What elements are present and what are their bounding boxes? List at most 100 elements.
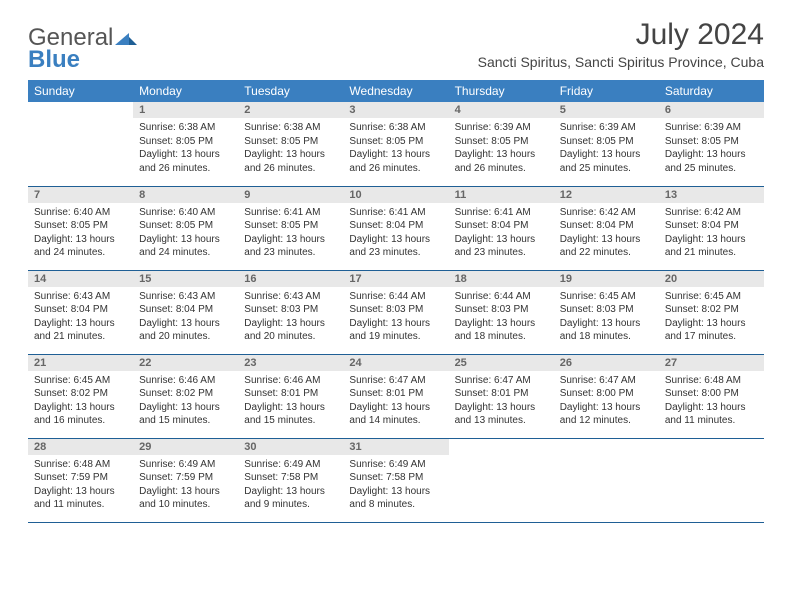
daylight-line: Daylight: 13 hours and 9 minutes.: [244, 485, 337, 512]
daylight-line: Daylight: 13 hours and 26 minutes.: [244, 148, 337, 175]
sunrise-line: Sunrise: 6:49 AM: [349, 458, 442, 472]
daylight-line: Daylight: 13 hours and 18 minutes.: [455, 317, 548, 344]
daylight-line: Daylight: 13 hours and 26 minutes.: [455, 148, 548, 175]
day-body: Sunrise: 6:43 AMSunset: 8:04 PMDaylight:…: [28, 287, 133, 348]
sunrise-line: Sunrise: 6:39 AM: [665, 121, 758, 135]
day-number: 24: [343, 355, 448, 371]
sunset-line: Sunset: 7:58 PM: [349, 471, 442, 485]
weekday-header: Wednesday: [343, 80, 448, 102]
daylight-line: Daylight: 13 hours and 18 minutes.: [560, 317, 653, 344]
day-number: 16: [238, 271, 343, 287]
daylight-line: Daylight: 13 hours and 21 minutes.: [34, 317, 127, 344]
daylight-line: Daylight: 13 hours and 23 minutes.: [455, 233, 548, 260]
day-number: 20: [659, 271, 764, 287]
day-body: Sunrise: 6:47 AMSunset: 8:01 PMDaylight:…: [449, 371, 554, 432]
daylight-line: Daylight: 13 hours and 11 minutes.: [665, 401, 758, 428]
day-number: 26: [554, 355, 659, 371]
daylight-line: Daylight: 13 hours and 21 minutes.: [665, 233, 758, 260]
sunset-line: Sunset: 8:05 PM: [34, 219, 127, 233]
day-body: Sunrise: 6:48 AMSunset: 7:59 PMDaylight:…: [28, 455, 133, 516]
calendar-cell: [449, 438, 554, 522]
day-number: 27: [659, 355, 764, 371]
sunrise-line: Sunrise: 6:40 AM: [139, 206, 232, 220]
daylight-line: Daylight: 13 hours and 13 minutes.: [455, 401, 548, 428]
day-body: Sunrise: 6:40 AMSunset: 8:05 PMDaylight:…: [28, 203, 133, 264]
daylight-line: Daylight: 13 hours and 8 minutes.: [349, 485, 442, 512]
sunrise-line: Sunrise: 6:43 AM: [34, 290, 127, 304]
day-number: 30: [238, 439, 343, 455]
sunrise-line: Sunrise: 6:48 AM: [665, 374, 758, 388]
daylight-line: Daylight: 13 hours and 23 minutes.: [244, 233, 337, 260]
sunset-line: Sunset: 8:05 PM: [139, 135, 232, 149]
sunrise-line: Sunrise: 6:46 AM: [139, 374, 232, 388]
calendar-cell: 18Sunrise: 6:44 AMSunset: 8:03 PMDayligh…: [449, 270, 554, 354]
day-number: 6: [659, 102, 764, 118]
daylight-line: Daylight: 13 hours and 26 minutes.: [349, 148, 442, 175]
day-number: 31: [343, 439, 448, 455]
calendar-cell: 20Sunrise: 6:45 AMSunset: 8:02 PMDayligh…: [659, 270, 764, 354]
day-body: Sunrise: 6:43 AMSunset: 8:03 PMDaylight:…: [238, 287, 343, 348]
day-number: 28: [28, 439, 133, 455]
sunset-line: Sunset: 8:01 PM: [349, 387, 442, 401]
sunset-line: Sunset: 8:02 PM: [34, 387, 127, 401]
day-body: Sunrise: 6:48 AMSunset: 8:00 PMDaylight:…: [659, 371, 764, 432]
day-body: Sunrise: 6:49 AMSunset: 7:58 PMDaylight:…: [343, 455, 448, 516]
calendar-row: 28Sunrise: 6:48 AMSunset: 7:59 PMDayligh…: [28, 438, 764, 522]
day-number: 9: [238, 187, 343, 203]
day-number: 8: [133, 187, 238, 203]
calendar-cell: [28, 102, 133, 186]
calendar-cell: 3Sunrise: 6:38 AMSunset: 8:05 PMDaylight…: [343, 102, 448, 186]
weekday-header: Thursday: [449, 80, 554, 102]
sunset-line: Sunset: 8:03 PM: [455, 303, 548, 317]
calendar-cell: 2Sunrise: 6:38 AMSunset: 8:05 PMDaylight…: [238, 102, 343, 186]
sunrise-line: Sunrise: 6:44 AM: [349, 290, 442, 304]
calendar-cell: 9Sunrise: 6:41 AMSunset: 8:05 PMDaylight…: [238, 186, 343, 270]
sunset-line: Sunset: 8:05 PM: [139, 219, 232, 233]
daylight-line: Daylight: 13 hours and 25 minutes.: [560, 148, 653, 175]
day-body: Sunrise: 6:43 AMSunset: 8:04 PMDaylight:…: [133, 287, 238, 348]
sunrise-line: Sunrise: 6:42 AM: [560, 206, 653, 220]
sunrise-line: Sunrise: 6:44 AM: [455, 290, 548, 304]
daylight-line: Daylight: 13 hours and 19 minutes.: [349, 317, 442, 344]
daylight-line: Daylight: 13 hours and 11 minutes.: [34, 485, 127, 512]
sunset-line: Sunset: 8:04 PM: [139, 303, 232, 317]
day-body: Sunrise: 6:42 AMSunset: 8:04 PMDaylight:…: [659, 203, 764, 264]
sunset-line: Sunset: 7:59 PM: [139, 471, 232, 485]
calendar-cell: 4Sunrise: 6:39 AMSunset: 8:05 PMDaylight…: [449, 102, 554, 186]
day-body: Sunrise: 6:49 AMSunset: 7:59 PMDaylight:…: [133, 455, 238, 516]
day-number: 5: [554, 102, 659, 118]
sunrise-line: Sunrise: 6:38 AM: [244, 121, 337, 135]
daylight-line: Daylight: 13 hours and 24 minutes.: [139, 233, 232, 260]
sunrise-line: Sunrise: 6:49 AM: [139, 458, 232, 472]
daylight-line: Daylight: 13 hours and 14 minutes.: [349, 401, 442, 428]
sunset-line: Sunset: 8:03 PM: [349, 303, 442, 317]
day-body: Sunrise: 6:41 AMSunset: 8:04 PMDaylight:…: [449, 203, 554, 264]
daylight-line: Daylight: 13 hours and 15 minutes.: [139, 401, 232, 428]
calendar-cell: 25Sunrise: 6:47 AMSunset: 8:01 PMDayligh…: [449, 354, 554, 438]
sunset-line: Sunset: 8:05 PM: [665, 135, 758, 149]
day-body: Sunrise: 6:42 AMSunset: 8:04 PMDaylight:…: [554, 203, 659, 264]
sunset-line: Sunset: 8:00 PM: [665, 387, 758, 401]
sunset-line: Sunset: 8:02 PM: [139, 387, 232, 401]
calendar-table: SundayMondayTuesdayWednesdayThursdayFrid…: [28, 80, 764, 523]
weekday-header: Tuesday: [238, 80, 343, 102]
calendar-cell: 6Sunrise: 6:39 AMSunset: 8:05 PMDaylight…: [659, 102, 764, 186]
day-body: Sunrise: 6:41 AMSunset: 8:05 PMDaylight:…: [238, 203, 343, 264]
calendar-cell: 24Sunrise: 6:47 AMSunset: 8:01 PMDayligh…: [343, 354, 448, 438]
calendar-cell: 26Sunrise: 6:47 AMSunset: 8:00 PMDayligh…: [554, 354, 659, 438]
daylight-line: Daylight: 13 hours and 16 minutes.: [34, 401, 127, 428]
calendar-cell: 31Sunrise: 6:49 AMSunset: 7:58 PMDayligh…: [343, 438, 448, 522]
calendar-cell: [659, 438, 764, 522]
day-body: Sunrise: 6:44 AMSunset: 8:03 PMDaylight:…: [343, 287, 448, 348]
weekday-header: Friday: [554, 80, 659, 102]
day-body: Sunrise: 6:47 AMSunset: 8:00 PMDaylight:…: [554, 371, 659, 432]
calendar-cell: 13Sunrise: 6:42 AMSunset: 8:04 PMDayligh…: [659, 186, 764, 270]
sunset-line: Sunset: 8:03 PM: [560, 303, 653, 317]
sunrise-line: Sunrise: 6:49 AM: [244, 458, 337, 472]
weekday-header-row: SundayMondayTuesdayWednesdayThursdayFrid…: [28, 80, 764, 102]
calendar-cell: 17Sunrise: 6:44 AMSunset: 8:03 PMDayligh…: [343, 270, 448, 354]
sunrise-line: Sunrise: 6:39 AM: [455, 121, 548, 135]
daylight-line: Daylight: 13 hours and 22 minutes.: [560, 233, 653, 260]
daylight-line: Daylight: 13 hours and 24 minutes.: [34, 233, 127, 260]
calendar-cell: [554, 438, 659, 522]
